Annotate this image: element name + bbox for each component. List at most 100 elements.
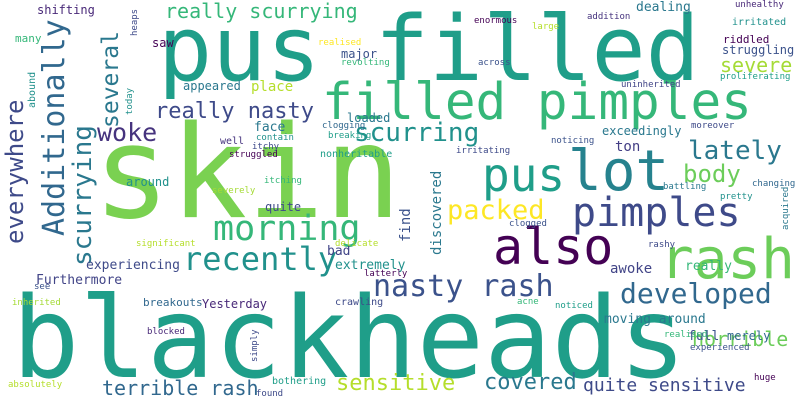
cloud-word: terrible rash [102,376,259,400]
cloud-word: quite sensitive [583,375,746,396]
cloud-word: blackheads [12,274,687,400]
cloud-word: several [98,31,124,128]
cloud-word: body [683,160,741,188]
cloud-word: full [688,329,720,344]
cloud-word: huge [754,373,776,383]
cloud-word: loaded [347,111,391,125]
cloud-word: riddled [723,33,770,46]
cloud-word: abound [27,71,38,108]
cloud-word: really nasty [155,99,314,124]
cloud-word: irritating [456,146,511,156]
cloud-word: realised [664,330,708,340]
cloud-word: delicate [335,239,379,249]
cloud-word: today [125,87,135,115]
cloud-word: acne [517,297,539,307]
cloud-word: many [15,32,42,45]
cloud-word: crawling [335,297,384,308]
cloud-word: Additionally [37,19,72,236]
cloud-word: moving around [604,312,706,327]
cloud-word: lot [568,139,670,204]
cloud-word: really scurrying [165,0,358,23]
cloud-word: noticed [555,301,593,311]
cloud-word: around [126,175,170,189]
cloud-word: also [493,218,614,276]
cloud-word: find [398,208,414,242]
cloud-word: severe [720,53,793,77]
cloud-word: enormous [474,16,518,26]
cloud-word: found [256,389,284,399]
cloud-word: quite [265,200,302,214]
cloud-word: uninherited [621,80,681,90]
cloud-word: acquired [781,186,791,230]
cloud-word: battling [663,182,707,192]
cloud-word: place [251,79,294,95]
cloud-word: scurring [354,118,480,148]
cloud-word: Furthermore [36,273,123,288]
cloud-word: dealing [636,0,691,15]
cloud-word: breakouts [143,296,203,309]
cloud-word: ton [615,139,641,155]
cloud-word: large [532,22,560,32]
cloud-word: experienced [690,343,750,353]
cloud-word: nasty rash [373,269,554,304]
cloud-word: addition [587,12,631,22]
cloud-word: latterly [364,269,408,279]
cloud-word: breaking [328,131,372,141]
cloud-word: itchy [252,142,280,152]
cloud-word: awoke [610,261,653,277]
cloud-word: shifting [37,3,95,17]
cloud-word: pus [482,148,566,202]
cloud-word: pretty [720,192,753,202]
cloud-word: sensitive [336,371,456,396]
cloud-word: morning [213,209,361,249]
cloud-word: scurrying [68,125,98,266]
cloud-word: noticing [551,136,595,146]
cloud-word: irritated [732,17,787,28]
cloud-word: developed [620,277,772,310]
cloud-word: blocked [147,327,185,337]
cloud-word: clogged [509,219,547,229]
cloud-word: across [478,58,511,68]
cloud-word: revolting [341,58,390,68]
cloud-word: simply [250,329,260,362]
cloud-word: rash [660,227,795,292]
cloud-word: rashy [648,240,676,250]
cloud-word: really [685,259,732,274]
cloud-word: saw [152,36,174,50]
cloud-word: skin [93,99,402,248]
cloud-word: moreover [691,121,735,131]
cloud-word: see [34,282,51,292]
cloud-word: struggled [229,150,278,160]
cloud-word: appeared [183,79,241,93]
cloud-word: covered [484,370,577,395]
cloud-word: changing [752,179,796,189]
cloud-word: exceedingly [602,124,682,138]
cloud-word: recently [183,240,338,278]
cloud-word: lately [688,136,782,166]
cloud-word: face [254,120,286,135]
cloud-word: pimples [572,190,741,236]
cloud-word: well [220,136,245,147]
cloud-word: clogging [322,121,366,131]
cloud-word: pus filled [158,0,700,102]
cloud-word: significant [136,239,196,249]
cloud-word: proliferating [720,72,791,82]
cloud-word: itching [264,176,302,186]
cloud-word: absolutely [8,380,63,390]
cloud-word: experiencing [86,258,180,273]
cloud-word: packed [447,195,545,226]
cloud-word: severely [212,186,256,196]
cloud-word: woke [97,118,158,147]
cloud-word: merely [727,329,771,343]
cloud-word: struggling [722,43,795,57]
cloud-word: bad [327,244,351,259]
cloud-word: heaps [130,8,140,36]
cloud-word: everywhere [1,99,29,245]
cloud-word: inherited [12,298,61,308]
cloud-word: filled pimples [322,73,752,132]
cloud-word: contain [256,133,294,143]
cloud-word: discovered [429,170,445,255]
cloud-word: horrible [692,327,789,351]
cloud-word: bothering [272,376,327,387]
cloud-word: nonheritable [320,149,393,160]
